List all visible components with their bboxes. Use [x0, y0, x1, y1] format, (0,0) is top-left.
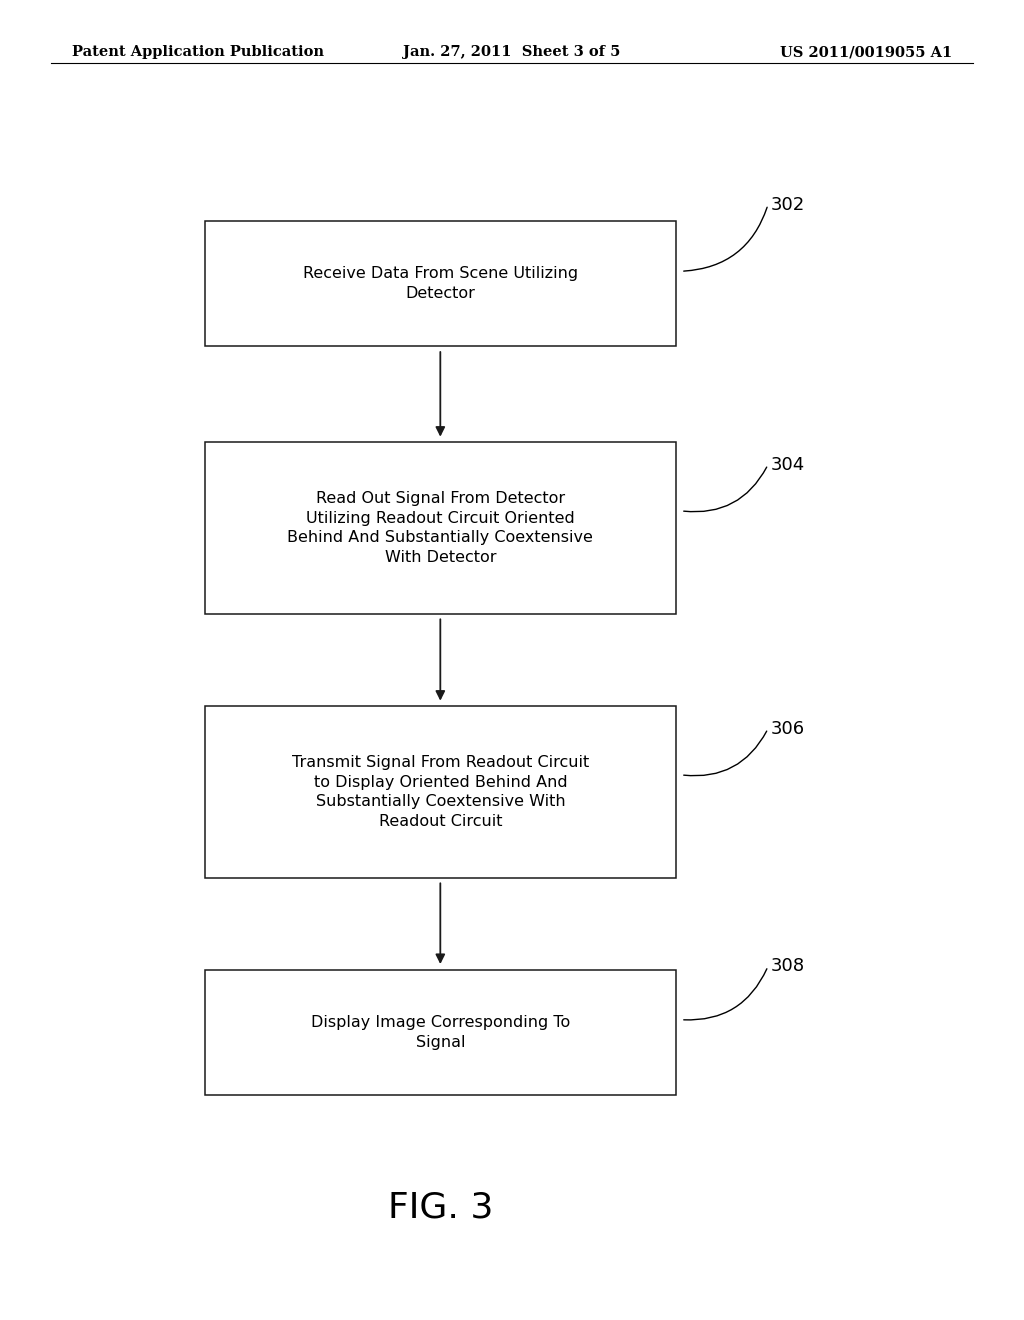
Text: Receive Data From Scene Utilizing
Detector: Receive Data From Scene Utilizing Detect… [303, 267, 578, 301]
Bar [205, 442, 676, 614]
Text: 304: 304 [771, 455, 805, 474]
Text: Transmit Signal From Readout Circuit
to Display Oriented Behind And
Substantiall: Transmit Signal From Readout Circuit to … [292, 755, 589, 829]
Bar [205, 969, 676, 1096]
Text: Jan. 27, 2011  Sheet 3 of 5: Jan. 27, 2011 Sheet 3 of 5 [403, 45, 621, 59]
Bar [205, 706, 676, 878]
Bar [205, 220, 676, 346]
Text: FIG. 3: FIG. 3 [388, 1191, 493, 1225]
Text: Patent Application Publication: Patent Application Publication [72, 45, 324, 59]
Text: 308: 308 [771, 957, 805, 975]
Text: US 2011/0019055 A1: US 2011/0019055 A1 [780, 45, 952, 59]
Text: 302: 302 [771, 195, 805, 214]
Text: Read Out Signal From Detector
Utilizing Readout Circuit Oriented
Behind And Subs: Read Out Signal From Detector Utilizing … [288, 491, 593, 565]
Text: 306: 306 [771, 719, 805, 738]
Text: Display Image Corresponding To
Signal: Display Image Corresponding To Signal [310, 1015, 570, 1049]
